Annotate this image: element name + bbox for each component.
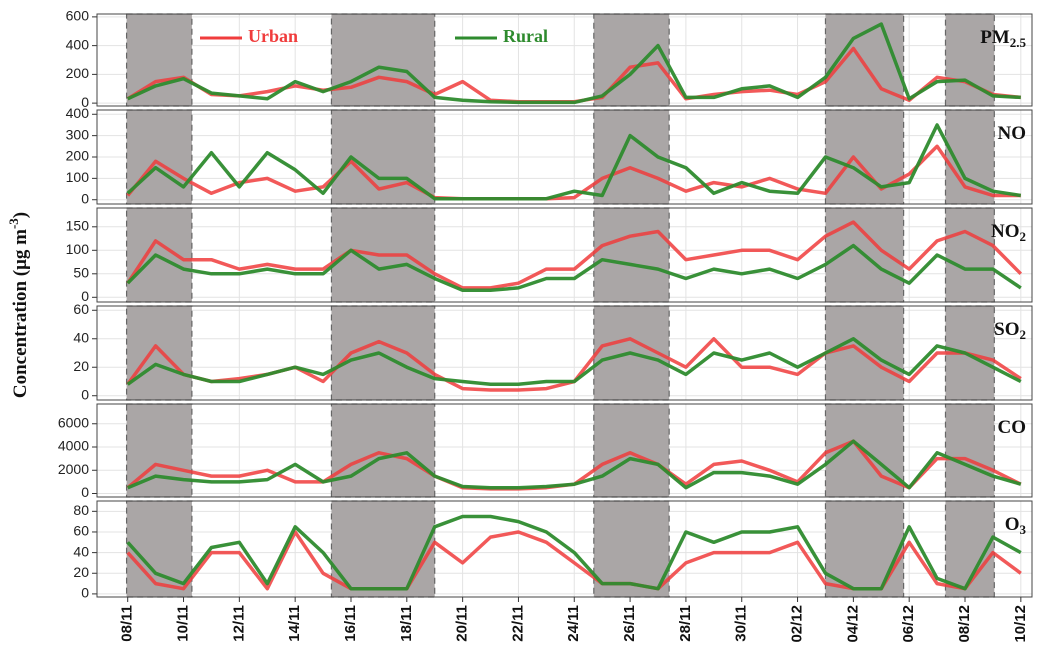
y-tick-label: 50 xyxy=(73,265,89,281)
panel-frame xyxy=(96,500,1033,598)
highlight-span xyxy=(125,109,193,205)
series-line xyxy=(126,144,1021,201)
x-tick-label: 16/11 xyxy=(342,605,359,642)
panel-label-main: SO xyxy=(994,319,1019,340)
legend-label: Rural xyxy=(503,26,548,46)
highlight-span xyxy=(824,500,905,598)
y-tick-label: 0 xyxy=(81,585,89,601)
x-tick-label: 04/12 xyxy=(844,605,861,643)
panel-label-sub: 3 xyxy=(1020,522,1027,537)
panel-label-main: O xyxy=(1005,514,1020,535)
panel-frame xyxy=(96,207,1033,303)
series-line xyxy=(126,22,1021,105)
highlight-span xyxy=(824,109,905,205)
legend-label: Urban xyxy=(248,26,298,46)
series-line xyxy=(126,220,1023,290)
highlight-span xyxy=(944,207,995,303)
y-tick-label: 20 xyxy=(73,358,89,374)
panel-label: NO xyxy=(998,123,1027,144)
y-tick-label: 0 xyxy=(81,288,89,304)
y-tick-label: 100 xyxy=(66,241,90,257)
panel-label-sub: 2 xyxy=(1020,229,1027,244)
x-tick-label: 06/12 xyxy=(900,605,917,643)
x-tick-label: 24/11 xyxy=(565,605,582,642)
y-tick-label: 0 xyxy=(81,94,89,110)
panel-label-sub: 2 xyxy=(1020,327,1027,342)
panel-frame xyxy=(96,403,1033,498)
x-tick-label: 20/11 xyxy=(454,605,471,642)
panel-label: O3 xyxy=(1005,514,1027,537)
y-axis-title-main: Concentration (μg m xyxy=(10,229,31,398)
highlight-span xyxy=(125,13,193,107)
panel-frame xyxy=(96,109,1033,205)
series-line xyxy=(126,123,1022,201)
panel-label: NO2 xyxy=(991,221,1026,244)
x-tick-label: 12/11 xyxy=(230,605,247,642)
highlight-span xyxy=(330,403,436,498)
x-tick-label: 14/11 xyxy=(286,605,303,642)
y-tick-label: 40 xyxy=(73,543,89,559)
panel-label: SO2 xyxy=(994,319,1026,342)
panel-label-main: NO xyxy=(998,123,1027,144)
series-line xyxy=(126,337,1022,387)
panel-label: CO xyxy=(998,417,1027,438)
highlight-span xyxy=(593,500,670,598)
x-tick-label: 02/12 xyxy=(789,605,806,643)
x-tick-label: 22/11 xyxy=(509,605,526,642)
x-tick-label: 08/12 xyxy=(956,605,973,643)
y-tick-label: 150 xyxy=(66,218,90,234)
series-line xyxy=(127,439,1022,490)
panel-label-main: PM xyxy=(980,27,1010,48)
y-tick-label: 40 xyxy=(73,329,89,345)
highlight-span xyxy=(125,305,193,401)
y-tick-label: 400 xyxy=(66,36,90,52)
y-tick-label: 200 xyxy=(66,65,90,81)
series-line xyxy=(126,514,1022,591)
y-tick-label: 2000 xyxy=(58,461,89,477)
highlight-span xyxy=(593,403,670,498)
x-tick-label: 30/11 xyxy=(733,605,750,642)
y-tick-label: 80 xyxy=(73,502,89,518)
panel-label: PM2.5 xyxy=(980,27,1026,50)
highlight-span xyxy=(330,500,436,598)
x-tick-label: 28/11 xyxy=(677,605,694,642)
panel-label-sub: 2.5 xyxy=(1010,35,1027,50)
x-tick-label: 26/11 xyxy=(621,605,638,642)
y-tick-label: 60 xyxy=(73,523,89,539)
y-tick-label: 600 xyxy=(66,8,90,24)
y-tick-label: 100 xyxy=(66,169,90,185)
panel-frame xyxy=(96,13,1033,107)
x-tick-label: 08/11 xyxy=(119,605,136,642)
y-tick-label: 4000 xyxy=(58,438,89,454)
panel-label-main: CO xyxy=(998,417,1027,438)
y-tick-label: 0 xyxy=(81,386,89,402)
series-line xyxy=(126,243,1022,293)
y-tick-label: 20 xyxy=(73,564,89,580)
highlight-span xyxy=(944,403,995,498)
y-tick-label: 200 xyxy=(66,148,90,164)
x-tick-label: 18/11 xyxy=(398,605,415,642)
y-tick-label: 400 xyxy=(66,105,90,121)
y-axis-title-sup: -3 xyxy=(6,218,21,229)
y-axis-title-end: ) xyxy=(10,212,31,218)
panel-frame xyxy=(96,305,1033,401)
highlight-span xyxy=(593,207,670,303)
highlight-span xyxy=(330,13,436,107)
y-tick-label: 60 xyxy=(73,301,89,317)
y-tick-label: 0 xyxy=(81,484,89,500)
y-tick-label: 300 xyxy=(66,126,90,142)
y-tick-label: 6000 xyxy=(58,414,89,430)
x-tick-label: 10/12 xyxy=(1012,605,1029,643)
x-tick-label: 10/11 xyxy=(174,605,191,642)
y-tick-label: 0 xyxy=(81,190,89,206)
y-axis-title: Concentration (μg m-3) xyxy=(6,212,31,398)
panel-label-main: NO xyxy=(991,221,1020,242)
highlight-span xyxy=(330,305,436,401)
